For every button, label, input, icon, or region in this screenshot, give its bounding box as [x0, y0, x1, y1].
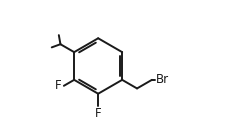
Text: F: F [94, 107, 101, 120]
Text: F: F [55, 79, 62, 92]
Text: Br: Br [155, 73, 168, 86]
